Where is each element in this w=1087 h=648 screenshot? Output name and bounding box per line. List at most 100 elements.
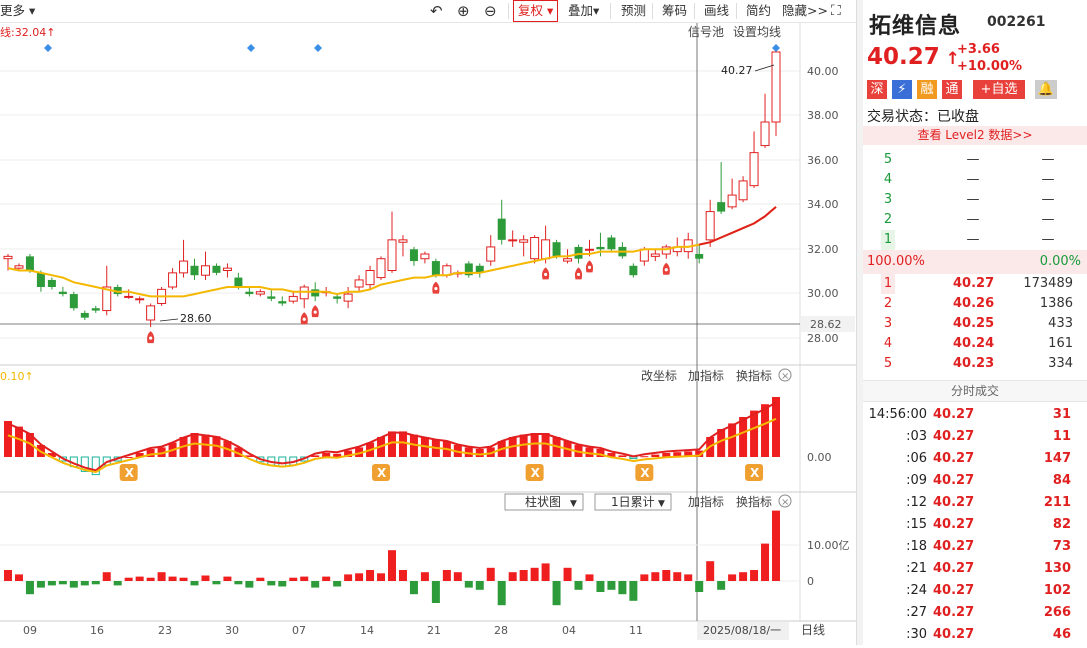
order-volume: —: [1041, 212, 1055, 227]
x-signal-glyph: X: [750, 466, 760, 480]
chouma-button[interactable]: 筹码: [662, 3, 688, 18]
vol-accum-select[interactable]: [594, 493, 672, 511]
tick-time: :09: [906, 473, 927, 488]
candle-body: [749, 152, 759, 187]
tick-row: :21 40.27 130: [863, 558, 1087, 580]
candle-body: [3, 255, 13, 260]
tick-time: :30: [906, 627, 927, 642]
tick-price: 40.27: [933, 407, 975, 422]
crosshair-price-box: [801, 316, 855, 332]
price-tick: 32.00: [807, 243, 839, 256]
rocket-window: [434, 286, 438, 291]
volume-bar: [377, 573, 386, 581]
more-label: 更多: [0, 3, 26, 18]
candle-body: [47, 279, 56, 287]
vol-tick: 10.00亿: [807, 539, 850, 552]
badge-shen[interactable]: 深: [867, 80, 887, 99]
kline-chart-svg[interactable]: 40.00 38.00 36.00 34.00 32.00 30.00 28.0…: [0, 23, 856, 645]
signal-diamond-icon[interactable]: [772, 44, 780, 52]
tick-time: :15: [906, 517, 927, 532]
sell-order-row[interactable]: 2 — —: [863, 210, 1087, 230]
panel-splitter[interactable]: [856, 0, 863, 645]
tick-time: :12: [906, 495, 927, 510]
signal-diamond-icon[interactable]: [247, 44, 255, 52]
tick-price: 40.27: [933, 539, 975, 554]
order-price: 40.23: [953, 356, 995, 371]
lightning-icon[interactable]: ⚡: [892, 80, 912, 99]
add-indicator-button[interactable]: 加指标: [688, 368, 724, 383]
badge-rong[interactable]: 融: [917, 80, 937, 99]
x-tick: 09: [23, 624, 37, 637]
high-price-arrow: [754, 64, 775, 72]
order-volume: —: [1041, 172, 1055, 187]
volume-bar: [662, 570, 671, 581]
x-tick: 28: [494, 624, 508, 637]
vol-chart-type-select[interactable]: [504, 493, 584, 511]
vol-accum-label: 1日累计: [611, 495, 655, 509]
order-volume: —: [1041, 192, 1055, 207]
order-level: 4: [883, 336, 893, 351]
set-ma-button[interactable]: 设置均线: [733, 25, 781, 39]
candle-body: [135, 298, 145, 301]
close-icon[interactable]: [778, 368, 792, 382]
sell-order-row[interactable]: 3 — —: [863, 190, 1087, 210]
buy-order-row[interactable]: 1 40.27 173489: [863, 274, 1087, 294]
order-price: —: [966, 232, 980, 247]
huaxian-button[interactable]: 画线: [704, 3, 730, 18]
badge-tong[interactable]: 通: [942, 80, 962, 99]
period-label[interactable]: 日线: [801, 623, 825, 637]
buy-order-row[interactable]: 3 40.25 433: [863, 314, 1087, 334]
candle-body: [179, 260, 189, 274]
buy-order-row[interactable]: 4 40.24 161: [863, 334, 1087, 354]
buy-order-row[interactable]: 5 40.23 334: [863, 354, 1087, 374]
close-icon[interactable]: [778, 494, 792, 508]
order-volume: 433: [1048, 316, 1073, 331]
tick-price: 40.27: [933, 451, 975, 466]
sell-order-row[interactable]: 5 — —: [863, 150, 1087, 170]
macd-bar: [201, 434, 210, 457]
tick-volume: 211: [1043, 495, 1071, 510]
macd-bar: [541, 433, 550, 457]
sell-order-row[interactable]: 4 — —: [863, 170, 1087, 190]
kline-chart-area[interactable]: 40.00 38.00 36.00 34.00 32.00 30.00 28.0…: [0, 23, 856, 645]
signal-diamond-icon[interactable]: [314, 44, 322, 52]
macd-bar: [47, 453, 56, 457]
sell-order-row[interactable]: 1 — —: [863, 230, 1087, 250]
diejia-button[interactable]: 叠加▾: [568, 3, 600, 18]
vol-tick: 0: [807, 575, 814, 588]
change-coord-button[interactable]: 改坐标: [641, 369, 677, 383]
macd-bar: [519, 434, 528, 457]
signal-pool-button[interactable]: 信号池: [688, 25, 724, 39]
volume-bar: [190, 581, 199, 586]
yuce-button[interactable]: 预测: [621, 3, 647, 18]
fuquan-button[interactable]: 复权 ▾: [513, 0, 559, 22]
level2-link[interactable]: 查看 Level2 数据>>: [863, 126, 1087, 145]
x-tick: 21: [427, 624, 441, 637]
volume-bar: [58, 581, 67, 585]
toolbar-divider: [508, 3, 509, 19]
alarm-bell-icon[interactable]: 🔔: [1035, 80, 1057, 99]
volume-bar: [728, 574, 737, 581]
close-icon-glyph: ×: [781, 371, 789, 382]
jianyue-button[interactable]: 简约: [746, 3, 772, 18]
vol-add-indicator-button[interactable]: 加指标: [688, 494, 724, 509]
zoom-in-icon[interactable]: ⊕: [457, 2, 470, 20]
candle-body: [486, 246, 496, 262]
signal-diamond-icon[interactable]: [44, 44, 52, 52]
vol-switch-indicator-button[interactable]: 换指标: [736, 494, 772, 509]
undo-icon[interactable]: ↶: [430, 2, 443, 20]
vol-chart-type-label: 柱状图: [525, 494, 561, 509]
more-menu[interactable]: 更多 ▾: [0, 3, 36, 18]
order-price: 40.25: [953, 316, 995, 331]
tick-volume: 46: [1052, 627, 1071, 642]
fullscreen-icon[interactable]: ⛶: [831, 3, 841, 19]
add-watchlist-button[interactable]: +自选: [973, 80, 1025, 99]
volume-bar: [486, 567, 495, 581]
dea-line: [7, 417, 777, 474]
volume-bar: [431, 581, 440, 603]
buy-order-row[interactable]: 2 40.26 1386: [863, 294, 1087, 314]
hide-button[interactable]: 隐藏>>: [782, 3, 828, 18]
switch-indicator-button[interactable]: 换指标: [736, 368, 772, 383]
volume-bar: [146, 577, 155, 581]
zoom-out-icon[interactable]: ⊖: [484, 2, 497, 20]
